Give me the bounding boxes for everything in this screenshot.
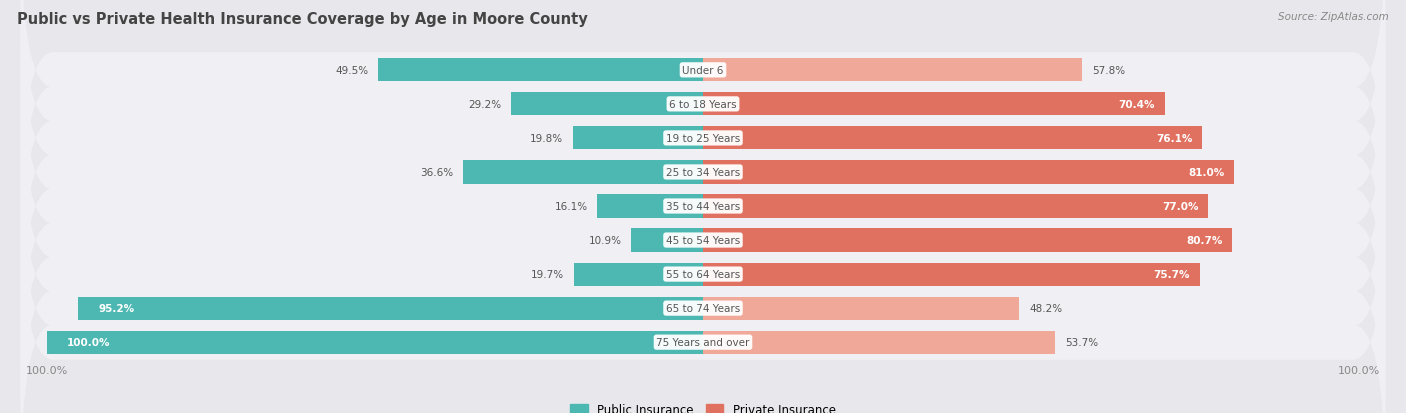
FancyBboxPatch shape xyxy=(21,0,1385,257)
Bar xyxy=(574,127,703,150)
Text: 77.0%: 77.0% xyxy=(1161,202,1198,211)
Text: 100.0%: 100.0% xyxy=(66,337,110,347)
Bar xyxy=(512,93,703,116)
Bar xyxy=(703,331,1056,354)
FancyBboxPatch shape xyxy=(21,20,1385,325)
Text: 53.7%: 53.7% xyxy=(1066,337,1098,347)
Bar xyxy=(378,59,703,82)
Text: 55 to 64 Years: 55 to 64 Years xyxy=(666,269,740,280)
FancyBboxPatch shape xyxy=(21,88,1385,393)
Text: 75 Years and over: 75 Years and over xyxy=(657,337,749,347)
Bar xyxy=(703,59,1083,82)
FancyBboxPatch shape xyxy=(21,122,1385,413)
Text: 75.7%: 75.7% xyxy=(1153,269,1189,280)
Text: 16.1%: 16.1% xyxy=(554,202,588,211)
Text: 45 to 54 Years: 45 to 54 Years xyxy=(666,235,740,245)
Text: 81.0%: 81.0% xyxy=(1188,168,1225,178)
Text: 10.9%: 10.9% xyxy=(589,235,621,245)
Text: 57.8%: 57.8% xyxy=(1092,66,1125,76)
Bar xyxy=(598,195,703,218)
Text: Source: ZipAtlas.com: Source: ZipAtlas.com xyxy=(1278,12,1389,22)
Bar xyxy=(703,161,1234,184)
Bar xyxy=(703,195,1208,218)
Bar xyxy=(79,297,703,320)
Bar xyxy=(631,229,703,252)
FancyBboxPatch shape xyxy=(21,0,1385,291)
Text: Public vs Private Health Insurance Coverage by Age in Moore County: Public vs Private Health Insurance Cover… xyxy=(17,12,588,27)
Text: 70.4%: 70.4% xyxy=(1119,100,1156,109)
Bar xyxy=(703,297,1019,320)
Text: Under 6: Under 6 xyxy=(682,66,724,76)
FancyBboxPatch shape xyxy=(21,0,1385,223)
FancyBboxPatch shape xyxy=(21,190,1385,413)
Text: 25 to 34 Years: 25 to 34 Years xyxy=(666,168,740,178)
Text: 48.2%: 48.2% xyxy=(1029,304,1062,313)
Bar xyxy=(703,127,1202,150)
Bar xyxy=(703,93,1166,116)
Text: 35 to 44 Years: 35 to 44 Years xyxy=(666,202,740,211)
Legend: Public Insurance, Private Insurance: Public Insurance, Private Insurance xyxy=(565,398,841,413)
Text: 19.7%: 19.7% xyxy=(531,269,564,280)
Text: 95.2%: 95.2% xyxy=(98,304,134,313)
FancyBboxPatch shape xyxy=(21,156,1385,413)
Bar xyxy=(46,331,703,354)
Text: 80.7%: 80.7% xyxy=(1187,235,1223,245)
Text: 29.2%: 29.2% xyxy=(468,100,502,109)
Bar xyxy=(463,161,703,184)
Text: 36.6%: 36.6% xyxy=(420,168,453,178)
Text: 65 to 74 Years: 65 to 74 Years xyxy=(666,304,740,313)
Text: 76.1%: 76.1% xyxy=(1156,133,1192,144)
Text: 6 to 18 Years: 6 to 18 Years xyxy=(669,100,737,109)
Bar xyxy=(703,229,1233,252)
Text: 19.8%: 19.8% xyxy=(530,133,564,144)
Bar xyxy=(703,263,1199,286)
FancyBboxPatch shape xyxy=(21,55,1385,358)
Text: 49.5%: 49.5% xyxy=(335,66,368,76)
Bar xyxy=(574,263,703,286)
Text: 19 to 25 Years: 19 to 25 Years xyxy=(666,133,740,144)
